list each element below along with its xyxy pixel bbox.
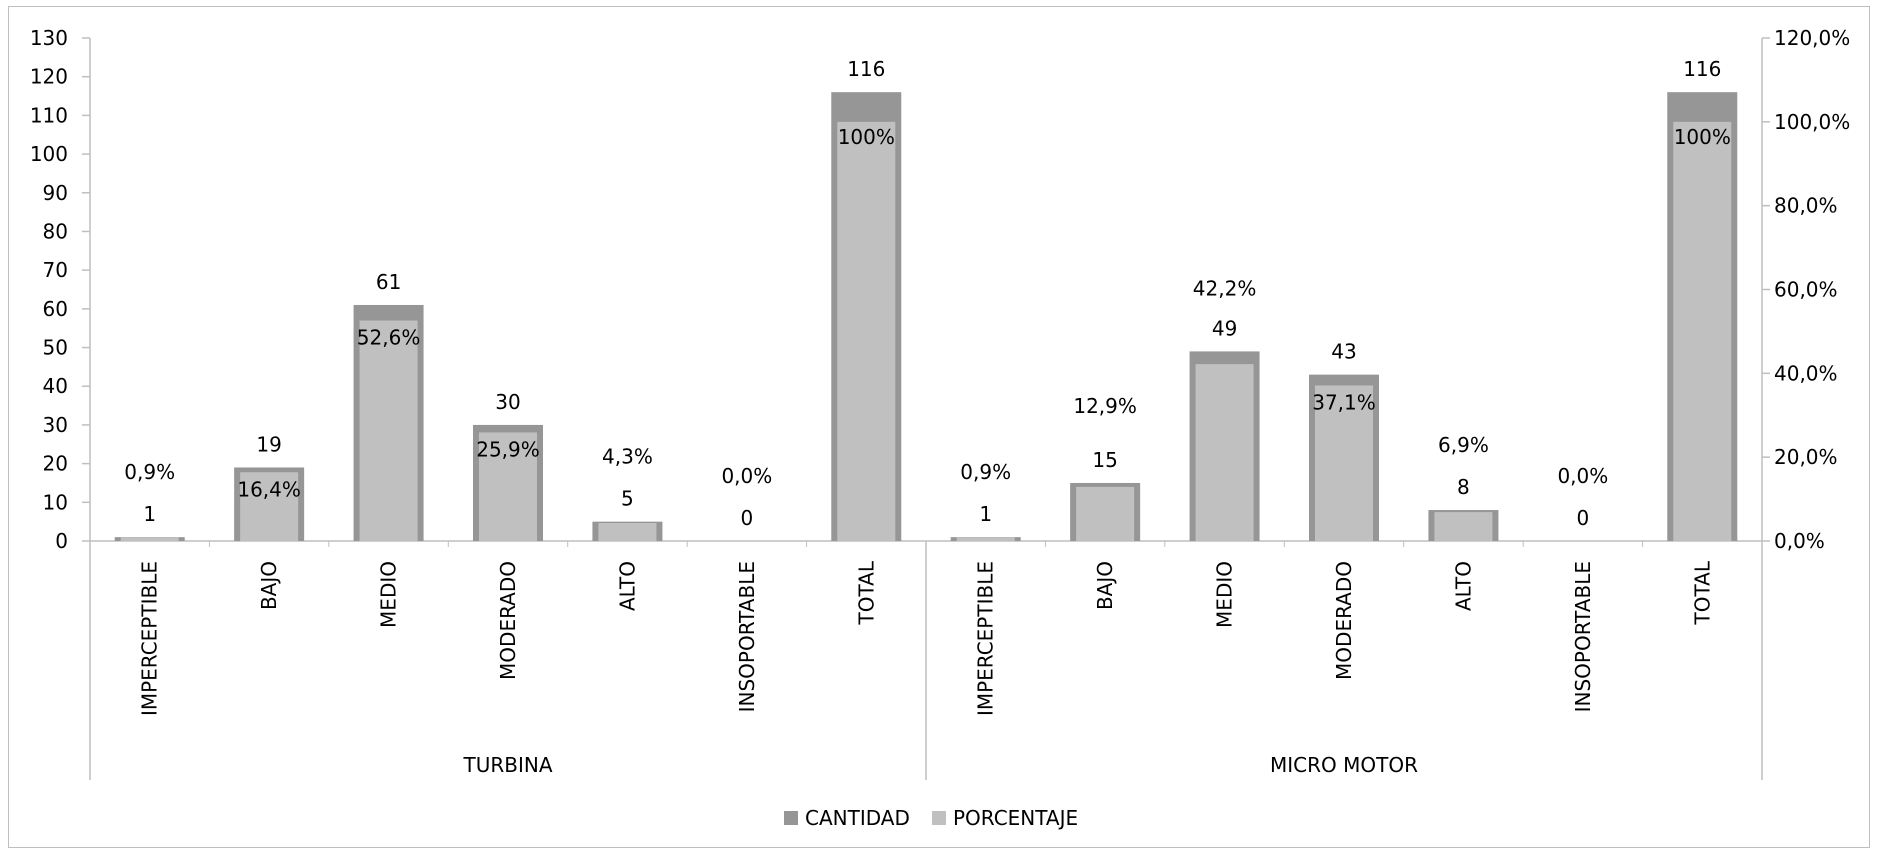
category-label: MEDIO	[1213, 561, 1237, 628]
right-tick-label: 40,0%	[1774, 361, 1838, 385]
left-tick-label: 110	[30, 103, 68, 127]
left-tick-label: 30	[43, 413, 68, 437]
left-tick-label: 20	[43, 452, 68, 476]
legend-label: CANTIDAD	[805, 806, 910, 830]
porcentaje-data-label: 12,9%	[1073, 394, 1137, 418]
category-label: ALTO	[615, 561, 639, 611]
category-label: MODERADO	[1332, 561, 1356, 680]
category-label: TOTAL	[1690, 560, 1714, 625]
left-tick-label: 90	[43, 181, 68, 205]
category-label: MEDIO	[377, 561, 401, 628]
porcentaje-bar	[479, 432, 537, 541]
group-label: MICRO MOTOR	[1270, 753, 1418, 777]
left-tick-label: 60	[43, 297, 68, 321]
legend-label: PORCENTAJE	[953, 806, 1078, 830]
porcentaje-data-label: 37,1%	[1312, 390, 1376, 414]
porcentaje-data-label: 6,9%	[1438, 433, 1489, 457]
porcentaje-bar	[240, 472, 299, 541]
porcentaje-bar	[837, 121, 896, 541]
porcentaje-data-label: 0,9%	[960, 460, 1011, 484]
right-tick-label: 0,0%	[1774, 529, 1825, 553]
cantidad-data-label: 15	[1092, 448, 1117, 472]
porcentaje-bar	[1315, 385, 1373, 541]
left-tick-label: 10	[43, 490, 68, 514]
porcentaje-bar	[1076, 486, 1135, 541]
legend-swatch	[932, 811, 946, 825]
cantidad-data-label: 1	[143, 502, 156, 526]
right-tick-label: 60,0%	[1774, 278, 1838, 302]
cantidad-data-label: 1	[979, 502, 992, 526]
group-label: TURBINA	[462, 753, 552, 777]
cantidad-data-label: 43	[1331, 340, 1356, 364]
cantidad-data-label: 116	[1683, 57, 1721, 81]
right-tick-label: 80,0%	[1774, 194, 1838, 218]
porcentaje-bar	[598, 522, 657, 541]
left-tick-label: 120	[30, 65, 68, 89]
porcentaje-data-label: 0,9%	[124, 460, 175, 484]
porcentaje-bar	[956, 537, 1015, 541]
cantidad-data-label: 19	[256, 432, 281, 456]
category-label: IMPERCEPTIBLE	[138, 561, 162, 716]
porcentaje-data-label: 25,9%	[476, 437, 540, 461]
category-label: BAJO	[257, 561, 281, 610]
right-tick-label: 20,0%	[1774, 445, 1838, 469]
left-tick-label: 70	[43, 258, 68, 282]
category-label: INSOPORTABLE	[1571, 561, 1595, 712]
left-tick-label: 50	[43, 336, 68, 360]
cantidad-data-label: 116	[847, 57, 885, 81]
right-tick-label: 120,0%	[1774, 26, 1850, 50]
porcentaje-data-label: 42,2%	[1193, 276, 1257, 300]
porcentaje-bar	[1673, 121, 1732, 541]
category-label: ALTO	[1451, 561, 1475, 611]
left-tick-label: 40	[43, 374, 68, 398]
left-tick-label: 80	[43, 219, 68, 243]
porcentaje-bar	[1434, 512, 1493, 541]
porcentaje-bar	[1195, 364, 1254, 541]
cantidad-data-label: 49	[1212, 316, 1237, 340]
left-tick-label: 100	[30, 142, 68, 166]
right-tick-label: 100,0%	[1774, 110, 1850, 134]
porcentaje-data-label: 52,6%	[357, 326, 421, 350]
category-label: INSOPORTABLE	[735, 561, 759, 712]
cantidad-data-label: 8	[1457, 475, 1470, 499]
chart-frame	[8, 6, 1870, 848]
porcentaje-data-label: 4,3%	[602, 445, 653, 469]
cantidad-data-label: 5	[621, 487, 634, 511]
porcentaje-bar	[359, 320, 418, 541]
category-label: MODERADO	[496, 561, 520, 680]
porcentaje-data-label: 100%	[1674, 125, 1731, 149]
porcentaje-data-label: 0,0%	[721, 464, 772, 488]
cantidad-data-label: 30	[495, 390, 520, 414]
cantidad-data-label: 0	[1576, 506, 1589, 530]
category-label: TOTAL	[854, 560, 878, 625]
left-tick-label: 130	[30, 26, 68, 50]
porcentaje-data-label: 100%	[838, 125, 895, 149]
legend-swatch	[784, 811, 798, 825]
porcentaje-data-label: 16,4%	[237, 477, 301, 501]
cantidad-data-label: 0	[740, 506, 753, 530]
porcentaje-data-label: 0,0%	[1557, 464, 1608, 488]
cantidad-data-label: 61	[376, 270, 401, 294]
category-label: BAJO	[1093, 561, 1117, 610]
left-tick-label: 0	[55, 529, 68, 553]
category-label: IMPERCEPTIBLE	[974, 561, 998, 716]
porcentaje-bar	[120, 537, 179, 541]
